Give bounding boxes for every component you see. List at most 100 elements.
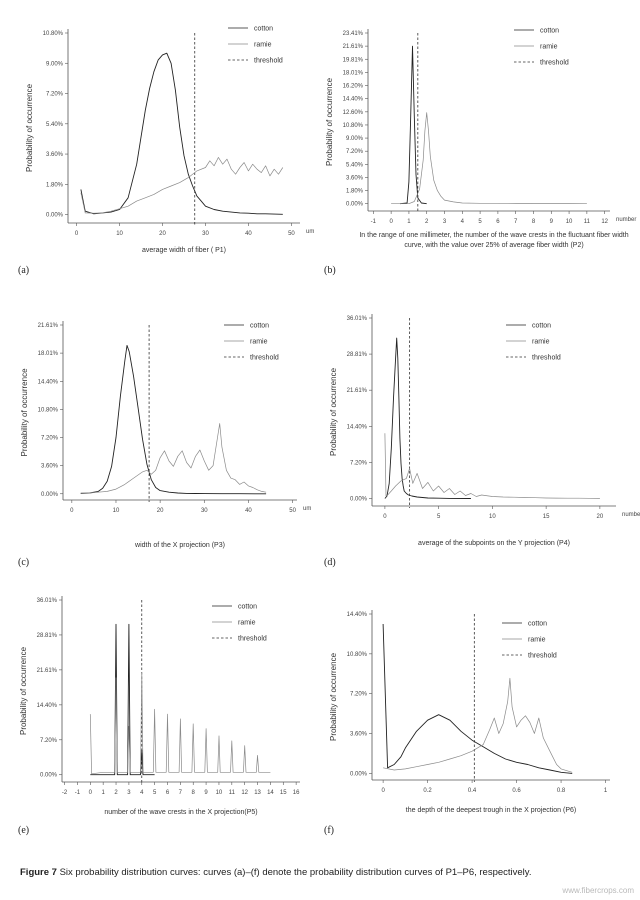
y-tick-label: 21.61% <box>347 388 368 394</box>
x-tick-label: 8 <box>532 219 536 225</box>
series-line-cotton <box>80 344 267 495</box>
panel-c: 21.61% 18.01% 14.40% 10.80% 7.20% 3.60% 0.00% 0… <box>0 310 320 580</box>
y-axis-label: Probability of occurrence <box>329 652 338 741</box>
caption-label: Figure 7 <box>20 867 57 878</box>
y-axis-label: Probability of occurrence <box>19 646 28 735</box>
y-axis-label: Probability of occurrence <box>20 368 29 457</box>
chart-svg: 21.61% 18.01% 14.40% 10.80% 7.20% 3.60% 0.00% 0… <box>20 321 311 549</box>
y-axis-label: Probability of occurrence <box>329 367 338 456</box>
x-axis-label: average of the subpoints on the Y projec… <box>418 540 570 547</box>
x-tick-label: 13 <box>254 790 261 796</box>
legend-label-ramie: ramie <box>254 42 272 49</box>
x-tick-label: 0.4 <box>468 788 477 794</box>
x-tick-label: 6 <box>166 790 170 796</box>
x-tick-label: 2 <box>425 219 429 225</box>
x-tick-label: 1 <box>407 219 411 225</box>
y-tick-label: 1.80% <box>46 182 64 188</box>
x-tick-label: 5 <box>153 790 157 796</box>
y-tick-label: 7.20% <box>350 460 368 466</box>
legend-label-cotton: cotton <box>250 323 269 330</box>
x-tick-label: 20 <box>159 231 166 237</box>
y-tick-label: 19.81% <box>343 57 364 63</box>
x-tick-label: 40 <box>245 231 252 237</box>
panel-label-c: (c) <box>18 557 30 568</box>
x-unit-label: number <box>622 512 640 518</box>
legend-label-cotton: cotton <box>528 621 547 628</box>
legend-label-threshold: threshold <box>532 355 561 362</box>
legend-label-ramie: ramie <box>250 339 268 346</box>
x-unit-label: um <box>306 229 314 235</box>
y-tick-label: 3.60% <box>46 152 64 158</box>
x-tick-label: 3 <box>127 790 131 796</box>
y-tick-label: 36.01% <box>347 316 368 322</box>
x-tick-label: 20 <box>597 514 604 520</box>
x-tick-label: 11 <box>229 790 236 796</box>
x-tick-label: 20 <box>157 508 164 514</box>
x-tick-label: 0 <box>381 788 385 794</box>
legend-label-cotton: cotton <box>540 28 559 35</box>
x-unit-label: number <box>616 217 636 223</box>
series-line-ramie <box>391 112 587 205</box>
series-line-cotton <box>80 52 283 215</box>
y-tick-label: 0.00% <box>346 202 364 208</box>
series-line-cotton <box>384 337 471 499</box>
x-tick-label: -2 <box>62 790 68 796</box>
y-axis-label: Probability of occurrence <box>25 83 34 172</box>
y-tick-label: 3.60% <box>346 175 364 181</box>
y-tick-label: 7.20% <box>40 738 58 744</box>
y-tick-label: 12.60% <box>343 110 364 116</box>
panel-label-e: (e) <box>18 825 30 836</box>
legend-label-ramie: ramie <box>532 339 550 346</box>
y-tick-label: 18.01% <box>38 351 59 357</box>
y-tick-label: 9.00% <box>46 61 64 67</box>
x-tick-label: 0 <box>70 508 74 514</box>
y-tick-label: 9.00% <box>346 136 364 142</box>
x-tick-label: 4 <box>461 219 465 225</box>
y-tick-label: 3.60% <box>350 732 368 738</box>
series-line-ramie <box>384 433 600 499</box>
series-line-ramie <box>383 677 573 773</box>
x-tick-label: 5 <box>478 219 482 225</box>
x-tick-label: 9 <box>550 219 554 225</box>
y-tick-label: 21.61% <box>343 44 364 50</box>
y-tick-label: 0.00% <box>41 492 59 498</box>
y-tick-label: 28.81% <box>347 352 368 358</box>
x-unit-label: um <box>303 506 311 512</box>
y-tick-label: 0.00% <box>350 771 368 777</box>
x-tick-label: 30 <box>202 231 209 237</box>
x-tick-label: 12 <box>241 790 248 796</box>
chart-svg: 36.01% 28.81% 21.61% 14.40% 7.20% 0.00% -2 -1 0 1… <box>19 596 300 816</box>
legend-label-ramie: ramie <box>528 637 546 644</box>
y-tick-label: 14.40% <box>347 612 368 618</box>
x-tick-label: 8 <box>192 790 196 796</box>
figure-caption: Figure 7 Six probability distribution cu… <box>20 867 620 878</box>
series-line-cotton <box>90 623 155 776</box>
y-tick-label: 18.01% <box>343 70 364 76</box>
x-tick-label: 6 <box>496 219 500 225</box>
x-tick-label: 10 <box>489 514 496 520</box>
x-tick-label: 2 <box>114 790 118 796</box>
x-axis-label: In the range of one millimeter, the numb… <box>359 232 628 239</box>
y-tick-label: 21.61% <box>38 323 59 329</box>
x-tick-label: 0.6 <box>512 788 521 794</box>
y-tick-label: 0.00% <box>350 496 368 502</box>
panel-label-a: (a) <box>18 265 30 276</box>
x-tick-label: 30 <box>201 508 208 514</box>
panel-label-b: (b) <box>324 265 336 276</box>
y-tick-label: 23.41% <box>343 31 364 37</box>
x-tick-label: 14 <box>267 790 274 796</box>
x-tick-label: 0.8 <box>557 788 566 794</box>
series-line-ramie <box>80 157 284 214</box>
y-tick-label: 21.61% <box>37 668 58 674</box>
x-axis-label: width of the X projection (P3) <box>134 542 225 549</box>
legend-label-cotton: cotton <box>238 604 257 611</box>
y-tick-label: 5.40% <box>346 162 364 168</box>
y-tick-label: 1.80% <box>346 189 364 195</box>
y-tick-label: 7.20% <box>350 692 368 698</box>
series-line-cotton <box>382 623 573 774</box>
caption-text: Six probability distribution curves: cur… <box>59 867 532 878</box>
x-tick-label: 0 <box>89 790 93 796</box>
x-tick-label: 10 <box>116 231 123 237</box>
x-tick-label: 15 <box>543 514 550 520</box>
y-tick-label: 0.00% <box>46 213 64 219</box>
